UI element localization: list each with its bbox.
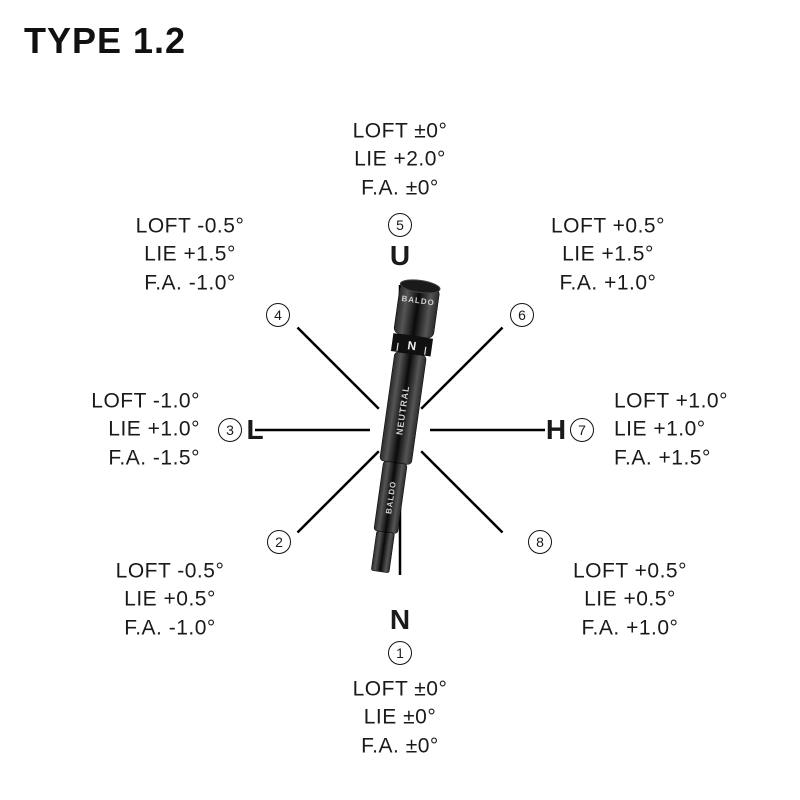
fa-value: F.A. +1.5° [614,444,728,472]
position-marker-8: 8 [528,530,552,554]
lie-value: LIE +0.5° [573,586,687,614]
position-label-3: LOFT -1.0°LIE +1.0°F.A. -1.5° [91,387,200,472]
fa-value: F.A. -1.0° [116,614,225,642]
loft-value: LOFT ±0° [353,675,448,703]
position-marker-7: 7 [570,418,594,442]
lie-value: LIE +1.5° [136,241,245,269]
fa-value: F.A. -1.5° [91,444,200,472]
lie-value: LIE +1.0° [91,416,200,444]
axis-H: H [546,414,566,446]
fa-value: F.A. +1.0° [573,614,687,642]
lie-value: LIE +1.0° [614,416,728,444]
lie-value: LIE +0.5° [116,586,225,614]
loft-value: LOFT +1.0° [614,387,728,415]
loft-value: LOFT -1.0° [91,387,200,415]
position-marker-3: 3 [218,418,242,442]
position-label-2: LOFT -0.5°LIE +0.5°F.A. -1.0° [116,557,225,642]
position-label-6: LOFT +0.5°LIE +1.5°F.A. +1.0° [551,212,665,297]
fa-value: F.A. -1.0° [136,269,245,297]
position-marker-4: 4 [266,303,290,327]
fa-value: F.A. ±0° [353,732,448,760]
loft-value: LOFT +0.5° [551,212,665,240]
lie-value: LIE ±0° [353,704,448,732]
position-marker-2: 2 [267,530,291,554]
position-label-8: LOFT +0.5°LIE +0.5°F.A. +1.0° [573,557,687,642]
axis-N: N [390,604,410,636]
position-label-7: LOFT +1.0°LIE +1.0°F.A. +1.5° [614,387,728,472]
axis-U: U [390,240,410,272]
fa-value: F.A. +1.0° [551,269,665,297]
position-label-5: LOFT ±0°LIE +2.0°F.A. ±0° [353,117,448,202]
position-marker-5: 5 [388,213,412,237]
position-marker-6: 6 [510,303,534,327]
loft-value: LOFT -0.5° [116,557,225,585]
position-label-1: LOFT ±0°LIE ±0°F.A. ±0° [353,675,448,760]
loft-value: LOFT ±0° [353,117,448,145]
loft-value: LOFT +0.5° [573,557,687,585]
lie-value: LIE +2.0° [353,146,448,174]
axis-L: L [246,414,263,446]
lie-value: LIE +1.5° [551,241,665,269]
loft-value: LOFT -0.5° [136,212,245,240]
position-marker-1: 1 [388,641,412,665]
position-label-4: LOFT -0.5°LIE +1.5°F.A. -1.0° [136,212,245,297]
fa-value: F.A. ±0° [353,174,448,202]
